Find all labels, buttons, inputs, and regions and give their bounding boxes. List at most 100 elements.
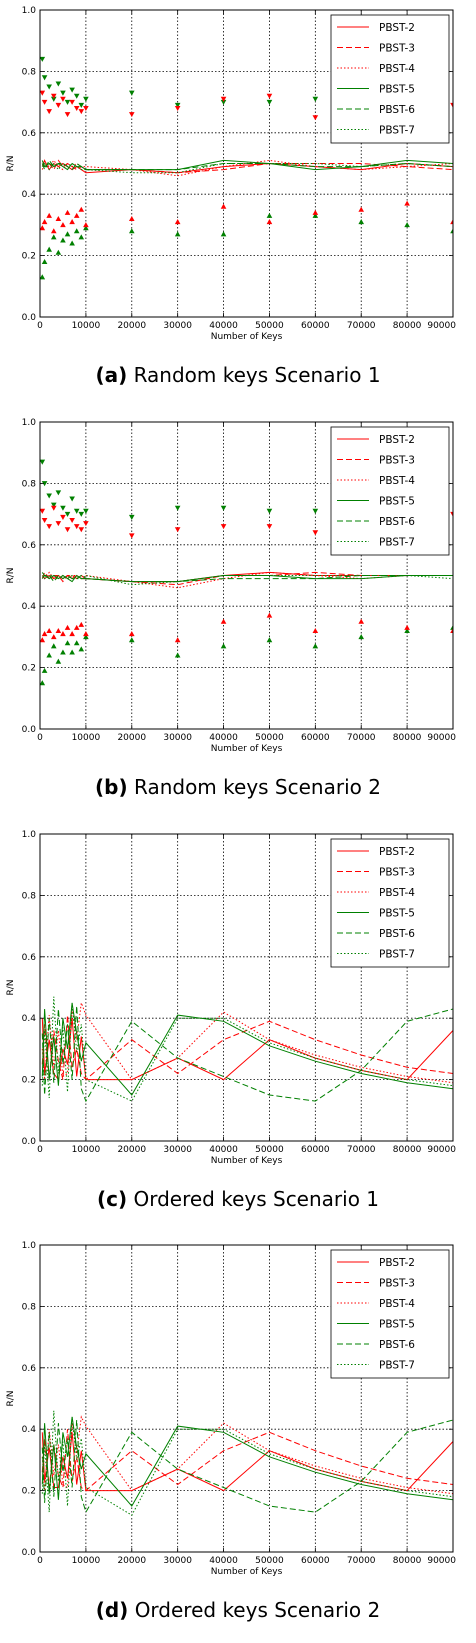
marker-lower-green [266,212,273,218]
y-tick-label: 0.2 [22,252,36,262]
marker-upper-green [69,496,75,502]
marker-upper-green [128,90,135,96]
marker-upper-green [50,502,57,508]
y-tick-label: 0.0 [22,725,37,735]
x-tick-label: 40000 [209,733,238,743]
marker-lower-red [450,627,453,633]
chart-panel-d: 0 10000 20000 30000 40000 50000 60000 70000 8000… [6,1241,456,1622]
legend: PBST-2 PBST-3 PBST-4 PBST-5 PBST-6 PBST-7 [330,426,450,556]
marker-lower-green [83,634,89,640]
marker-lower-red [69,631,75,637]
x-tick-label: 80000 [393,733,422,743]
marker-lower-green [312,643,319,649]
marker-lower-red [55,627,62,633]
marker-upper-green [73,508,80,514]
chart-panel-a: 0 10000 20000 30000 40000 50000 60000 70000 8000… [6,6,456,387]
caption-letter: (d) [96,1598,129,1622]
marker-upper-red [78,527,85,533]
series-line-pbst-6 [41,159,453,171]
marker-upper-green [46,84,52,90]
y-tick-label: 1.0 [22,6,37,16]
marker-upper-green [73,93,80,99]
marker-lower-green [41,667,48,673]
x-tick-label: 50000 [255,1556,284,1566]
x-tick-label: 50000 [255,321,284,331]
marker-lower-green [404,222,410,228]
x-tick-label: 0 [37,1145,43,1155]
series-line-pbst-7 [41,1410,453,1516]
marker-lower-green [78,234,85,240]
x-tick-label: 90000 [427,321,456,331]
marker-upper-green [174,505,181,511]
panel-caption: (a) Random keys Scenario 1 [95,363,380,387]
series-line-pbst-6 [41,574,453,583]
x-tick-label: 40000 [209,1145,238,1155]
marker-lower-green [83,225,89,231]
y-tick-label: 0.0 [22,1137,37,1147]
marker-upper-red [50,93,57,99]
x-tick-label: 70000 [347,1556,376,1566]
marker-upper-green [83,96,89,102]
marker-upper-red [60,96,66,102]
marker-lower-green [69,649,75,655]
marker-upper-green [312,96,319,102]
x-tick-label: 10000 [72,1556,101,1566]
y-tick-label: 0.6 [22,953,37,963]
series-line-pbst-2 [41,1018,453,1081]
marker-lower-red [64,209,71,215]
marker-lower-red [220,203,227,209]
marker-lower-red [73,624,80,630]
marker-lower-red [50,634,57,640]
x-tick-label: 70000 [347,1145,376,1155]
x-tick-label: 10000 [72,321,101,331]
marker-lower-red [60,222,66,228]
series-line-pbst-3 [41,1015,453,1081]
series-line-pbst-7 [41,162,453,174]
marker-lower-green [55,249,62,255]
x-tick-label: 30000 [163,733,192,743]
marker-lower-green [358,219,365,225]
x-tick-label: 90000 [427,1556,456,1566]
marker-lower-red [450,219,453,225]
x-tick-label: 50000 [255,733,284,743]
marker-lower-green [220,231,227,237]
series-group [41,996,453,1103]
x-tick-label: 80000 [393,1556,422,1566]
marker-upper-green [312,508,319,514]
legend-entry-pbst-3: PBST-3 [379,455,415,467]
marker-lower-red [78,206,85,212]
marker-upper-red [220,96,227,102]
marker-upper-red [450,511,453,517]
legend-entry-pbst-4: PBST-4 [379,887,415,899]
x-tick-label: 30000 [163,1556,192,1566]
marker-lower-green [358,634,365,640]
panel-caption: (d) Ordered keys Scenario 2 [96,1598,381,1622]
y-tick-label: 0.8 [22,67,37,77]
y-tick-label: 0.2 [22,664,36,674]
x-tick-label: 70000 [347,321,376,331]
series-line-pbst-7 [41,574,453,586]
y-tick-label: 0.0 [22,1548,37,1558]
marker-upper-green [40,459,46,465]
marker-lower-red [69,219,75,225]
marker-lower-red [50,228,57,234]
y-axis-label: R/N [6,1390,16,1406]
series-line-pbst-5 [41,1002,453,1096]
marker-lower-green [450,624,453,630]
x-tick-label: 50000 [255,1145,284,1155]
legend-entry-pbst-5: PBST-5 [379,496,415,508]
marker-upper-green [60,90,66,96]
marker-lower-green [174,652,181,658]
y-tick-label: 1.0 [22,418,37,428]
marker-upper-red [128,533,135,539]
marker-upper-green [83,508,89,514]
marker-upper-red [46,524,52,530]
legend-entry-pbst-7: PBST-7 [379,949,415,961]
marker-upper-green [78,511,85,517]
marker-upper-red [73,106,80,112]
series-line-pbst-5 [41,1416,453,1507]
plot-frame [39,1244,454,1553]
marker-upper-green [69,87,75,93]
x-axis-label: Number of Keys [211,1156,283,1166]
